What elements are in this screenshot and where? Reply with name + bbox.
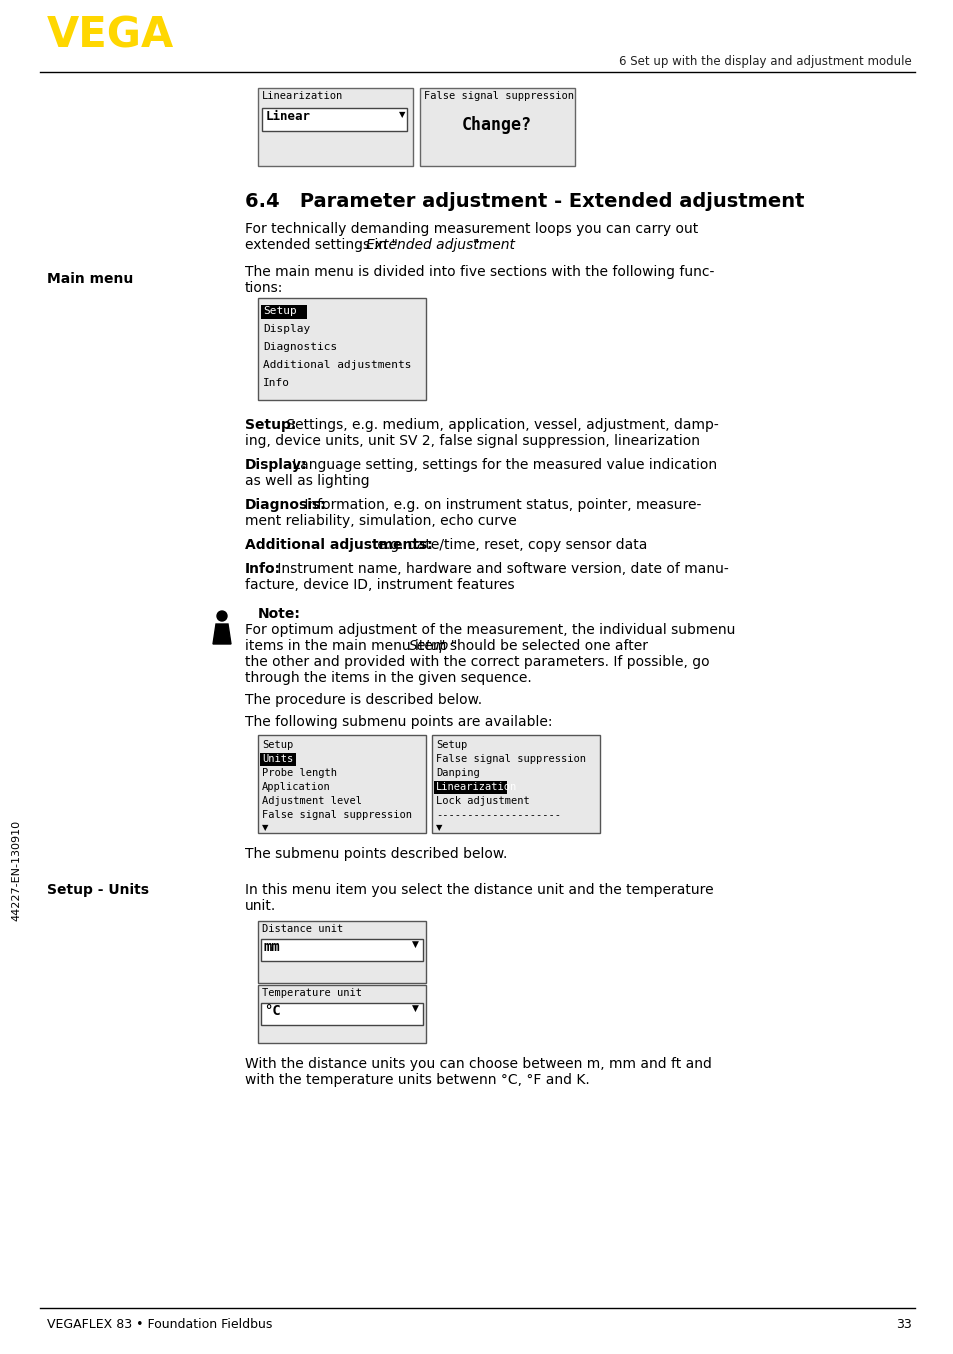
Text: through the items in the given sequence.: through the items in the given sequence.: [245, 672, 531, 685]
Text: as well as lighting: as well as lighting: [245, 474, 369, 487]
Text: Application: Application: [262, 783, 331, 792]
Text: Units: Units: [262, 754, 293, 764]
Text: Setup - Units: Setup - Units: [47, 883, 149, 896]
Text: The procedure is described below.: The procedure is described below.: [245, 693, 481, 707]
Text: ing, device units, unit SV 2, false signal suppression, linearization: ing, device units, unit SV 2, false sign…: [245, 435, 700, 448]
Text: For technically demanding measurement loops you can carry out: For technically demanding measurement lo…: [245, 222, 698, 236]
Text: tions:: tions:: [245, 282, 283, 295]
Text: ▼: ▼: [412, 1005, 418, 1013]
Text: facture, device ID, instrument features: facture, device ID, instrument features: [245, 578, 514, 592]
Bar: [261, 305, 307, 320]
Bar: [257, 984, 426, 1043]
Text: Adjustment level: Adjustment level: [262, 796, 361, 806]
Text: Temperature unit: Temperature unit: [262, 988, 361, 998]
Bar: [262, 108, 407, 131]
Text: e.g. date/time, reset, copy sensor data: e.g. date/time, reset, copy sensor data: [373, 538, 647, 552]
Text: In this menu item you select the distance unit and the temperature: In this menu item you select the distanc…: [245, 883, 713, 896]
Text: VEGAFLEX 83 • Foundation Fieldbus: VEGAFLEX 83 • Foundation Fieldbus: [47, 1317, 273, 1331]
Text: " should be selected one after: " should be selected one after: [438, 639, 647, 653]
Text: For optimum adjustment of the measurement, the individual submenu: For optimum adjustment of the measuremen…: [245, 623, 735, 636]
Bar: [257, 735, 426, 833]
Text: mm: mm: [264, 940, 280, 955]
Text: ment reliability, simulation, echo curve: ment reliability, simulation, echo curve: [245, 515, 517, 528]
Text: VEGA: VEGA: [47, 15, 174, 57]
Bar: [260, 753, 295, 766]
Text: Note:: Note:: [257, 607, 300, 621]
Text: ".: ".: [473, 238, 483, 252]
Text: False signal suppression: False signal suppression: [436, 754, 585, 764]
Text: Diagnostics: Diagnostics: [263, 343, 337, 352]
Text: Instrument name, hardware and software version, date of manu-: Instrument name, hardware and software v…: [273, 562, 728, 575]
Text: the other and provided with the correct parameters. If possible, go: the other and provided with the correct …: [245, 655, 709, 669]
Text: extended settings in ": extended settings in ": [245, 238, 397, 252]
Text: 44227-EN-130910: 44227-EN-130910: [11, 819, 21, 921]
Bar: [434, 781, 506, 793]
Text: 33: 33: [895, 1317, 911, 1331]
Text: With the distance units you can choose between m, mm and ft and: With the distance units you can choose b…: [245, 1057, 711, 1071]
Text: False signal suppression: False signal suppression: [262, 810, 412, 821]
Bar: [261, 940, 422, 961]
Text: Setup: Setup: [263, 306, 296, 315]
Text: Info: Info: [263, 378, 290, 389]
Text: Probe length: Probe length: [262, 768, 336, 779]
Text: unit.: unit.: [245, 899, 276, 913]
Text: The following submenu points are available:: The following submenu points are availab…: [245, 715, 552, 728]
Text: Additional adjustments:: Additional adjustments:: [245, 538, 433, 552]
Text: Setup: Setup: [436, 741, 467, 750]
Text: Lock adjustment: Lock adjustment: [436, 796, 529, 806]
Text: with the temperature units betwenn °C, °F and K.: with the temperature units betwenn °C, °…: [245, 1072, 589, 1087]
Text: Danping: Danping: [436, 768, 479, 779]
Text: 6.4   Parameter adjustment - Extended adjustment: 6.4 Parameter adjustment - Extended adju…: [245, 192, 803, 211]
Text: Diagnosis:: Diagnosis:: [245, 498, 326, 512]
Text: Info:: Info:: [245, 562, 281, 575]
Text: °C: °C: [264, 1005, 280, 1018]
Bar: [257, 921, 426, 983]
Bar: [432, 735, 599, 833]
Text: ▼: ▼: [412, 940, 418, 949]
Text: Setup: Setup: [262, 741, 293, 750]
Text: Linear: Linear: [266, 110, 311, 123]
Circle shape: [216, 611, 227, 621]
Text: items in the main menu item ": items in the main menu item ": [245, 639, 456, 653]
Text: Display: Display: [263, 324, 310, 334]
Text: Display:: Display:: [245, 458, 307, 473]
Text: Distance unit: Distance unit: [262, 923, 343, 934]
Text: Language setting, settings for the measured value indication: Language setting, settings for the measu…: [288, 458, 717, 473]
Text: ▼: ▼: [262, 823, 268, 831]
Text: ▼: ▼: [436, 823, 442, 831]
Text: --------------------: --------------------: [436, 810, 560, 821]
Text: Change?: Change?: [461, 116, 532, 134]
Text: Main menu: Main menu: [47, 272, 133, 286]
Text: Setup: Setup: [409, 639, 449, 653]
Text: The main menu is divided into five sections with the following func-: The main menu is divided into five secti…: [245, 265, 714, 279]
Polygon shape: [213, 624, 231, 645]
Text: False signal suppression: False signal suppression: [423, 91, 574, 102]
Text: Extended adjustment: Extended adjustment: [366, 238, 515, 252]
Text: Settings, e.g. medium, application, vessel, adjustment, damp-: Settings, e.g. medium, application, vess…: [282, 418, 718, 432]
Bar: [419, 88, 575, 167]
Text: Information, e.g. on instrument status, pointer, measure-: Information, e.g. on instrument status, …: [299, 498, 700, 512]
Text: Setup:: Setup:: [245, 418, 296, 432]
Text: Additional adjustments: Additional adjustments: [263, 360, 411, 370]
Bar: [257, 298, 426, 399]
Text: 6 Set up with the display and adjustment module: 6 Set up with the display and adjustment…: [618, 56, 911, 68]
Text: Linearization: Linearization: [262, 91, 343, 102]
Text: The submenu points described below.: The submenu points described below.: [245, 848, 507, 861]
Text: Linearization: Linearization: [436, 783, 517, 792]
Bar: [257, 88, 413, 167]
Bar: [261, 1003, 422, 1025]
Text: ▼: ▼: [398, 110, 405, 119]
